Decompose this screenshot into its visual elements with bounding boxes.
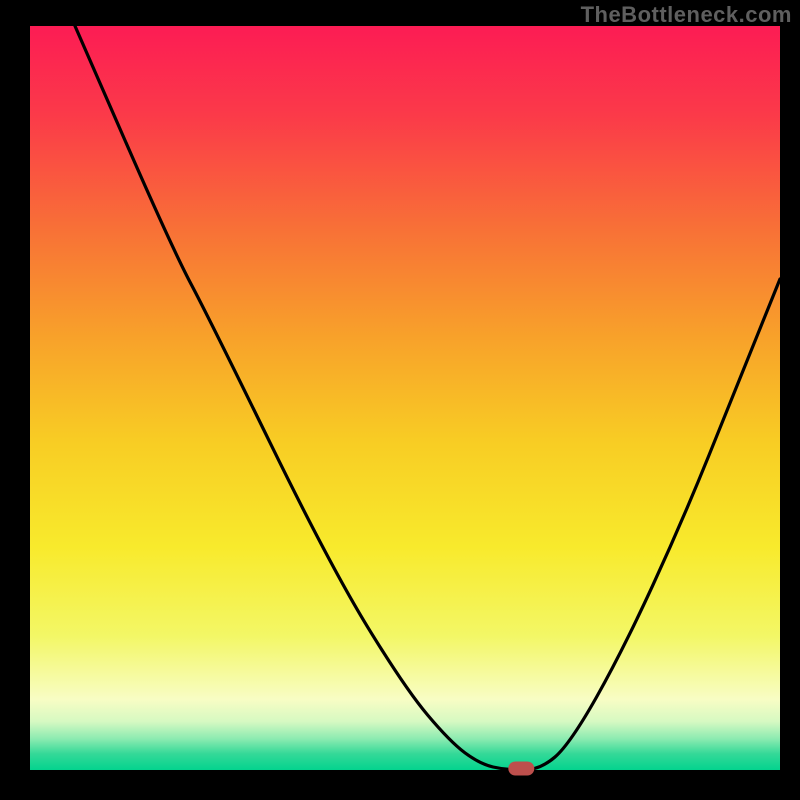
watermark-text: TheBottleneck.com	[581, 2, 792, 28]
bottleneck-chart	[0, 0, 800, 800]
optimal-point-marker	[508, 762, 534, 776]
gradient-plot-area	[30, 26, 780, 770]
